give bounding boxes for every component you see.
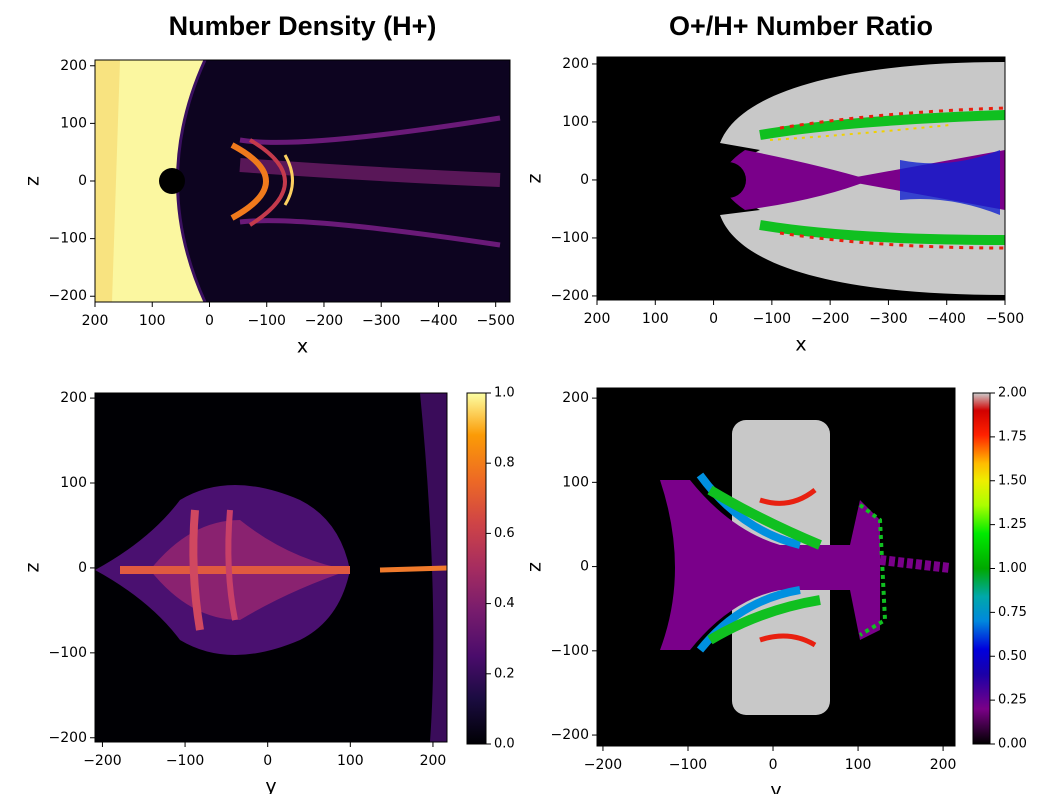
x-tick-label: 100 (337, 753, 364, 769)
x-tick-label: 200 (930, 757, 957, 773)
colorbar-tick-label: 0.4 (494, 596, 515, 611)
y-tick-label: 0 (78, 173, 87, 189)
x-tick-label: 100 (642, 311, 669, 327)
colorbar-tick-label: 0.2 (494, 666, 515, 681)
y-tick-label: 100 (562, 114, 589, 130)
y-tick-label: −200 (49, 730, 87, 746)
chart-title: Number Density (H+) (169, 11, 437, 41)
x-tick-label: 200 (82, 313, 109, 329)
x-tick-label: −300 (869, 311, 907, 327)
colorbar-tick-label: 1.0 (494, 386, 515, 401)
y-axis-label: z (22, 562, 44, 572)
y-tick-label: 100 (562, 474, 589, 490)
x-tick-label: −200 (811, 311, 849, 327)
colorbar-tick-label: 0.75 (998, 605, 1027, 620)
y-tick-label: −200 (551, 288, 589, 304)
x-tick-label: −500 (986, 311, 1024, 327)
x-tick-label: 0 (263, 753, 272, 769)
colorbar-tick-label: 0.0 (494, 737, 515, 752)
density-image-xz (95, 60, 510, 302)
colorbar-tick-label: 1.25 (998, 517, 1027, 532)
x-tick-label: −200 (305, 313, 343, 329)
y-tick-label: −100 (551, 643, 589, 659)
y-tick-label: 0 (580, 559, 589, 575)
x-axis-label: x (297, 336, 308, 358)
y-axis-label: z (22, 176, 44, 186)
x-tick-label: −100 (753, 311, 791, 327)
colorbar-tick-label: 0.25 (998, 693, 1027, 708)
chart-title: O+/H+ Number Ratio (669, 11, 933, 41)
x-tick-label: −200 (584, 757, 622, 773)
colorbar (466, 392, 487, 745)
y-tick-label: 0 (78, 560, 87, 576)
x-tick-label: −400 (927, 311, 965, 327)
x-axis-label: y (265, 776, 276, 794)
plot-frame (596, 56, 1006, 301)
y-tick-label: −100 (49, 231, 87, 247)
colorbar-tick-label: 0.8 (494, 456, 515, 471)
colorbar-tick-label: 0.6 (494, 526, 515, 541)
density-image-yz (95, 393, 447, 742)
colorbar-tick-label: 0.00 (998, 737, 1027, 752)
x-axis-label: x (795, 334, 806, 356)
x-tick-label: 100 (845, 757, 872, 773)
y-axis-label: z (524, 173, 546, 183)
colorbar-tick-label: 2.00 (998, 386, 1027, 401)
ratio-image-yz (597, 388, 955, 746)
colorbar-tick-label: 1.75 (998, 429, 1027, 444)
x-tick-label: 200 (584, 311, 611, 327)
y-tick-label: 100 (60, 115, 87, 131)
x-tick-label: −100 (166, 753, 204, 769)
x-tick-label: −500 (476, 313, 514, 329)
x-tick-label: 0 (709, 311, 718, 327)
x-tick-label: −100 (247, 313, 285, 329)
y-tick-label: −200 (49, 288, 87, 304)
y-tick-label: −200 (551, 727, 589, 743)
colorbar-tick-label: 1.00 (998, 561, 1027, 576)
x-tick-label: −100 (669, 757, 707, 773)
colorbar-tick-label: 0.50 (998, 649, 1027, 664)
ratio-image-xz (597, 57, 1005, 300)
y-tick-label: 200 (60, 58, 87, 74)
x-tick-label: 0 (769, 757, 778, 773)
y-tick-label: 200 (60, 390, 87, 406)
y-tick-label: 100 (60, 475, 87, 491)
x-tick-label: −400 (419, 313, 457, 329)
y-tick-label: −100 (49, 645, 87, 661)
y-axis-label: z (524, 562, 546, 572)
x-tick-label: 200 (420, 753, 447, 769)
y-tick-label: 200 (562, 390, 589, 406)
y-tick-label: −100 (551, 230, 589, 246)
colorbar (972, 392, 991, 745)
x-tick-label: 0 (205, 313, 214, 329)
x-tick-label: −200 (83, 753, 121, 769)
y-tick-label: 200 (562, 56, 589, 72)
x-tick-label: −300 (362, 313, 400, 329)
x-axis-label: y (770, 780, 781, 794)
x-tick-label: 100 (139, 313, 166, 329)
colorbar-tick-label: 1.50 (998, 473, 1027, 488)
y-tick-label: 0 (580, 172, 589, 188)
